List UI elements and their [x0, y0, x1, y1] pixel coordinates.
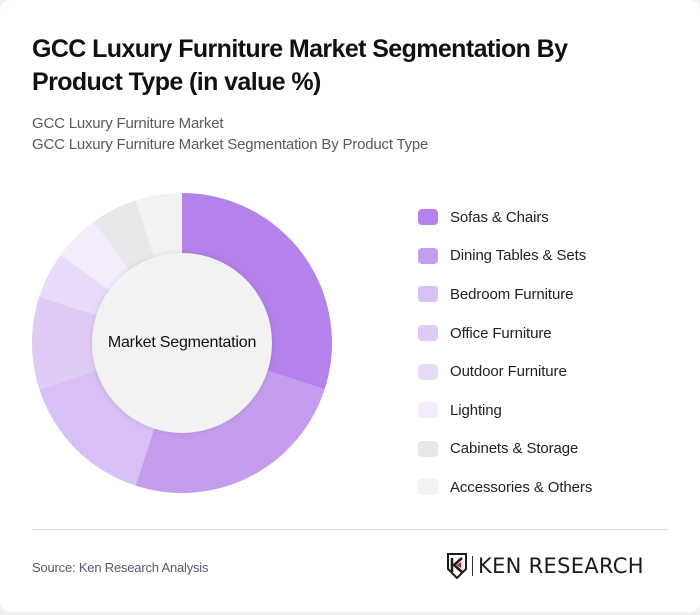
footer-divider [32, 529, 668, 530]
legend-label: Cabinets & Storage [450, 440, 579, 458]
chart-legend: Sofas & Chairs Dining Tables & Sets Bedr… [418, 198, 592, 507]
donut-slice[interactable] [135, 370, 325, 493]
chart-subtitle: GCC Luxury Furniture Market GCC Luxury F… [32, 113, 428, 155]
donut-slice[interactable] [39, 370, 155, 486]
legend-label: Accessories & Others [450, 478, 593, 496]
donut-center [92, 253, 272, 433]
donut-slice[interactable] [135, 193, 182, 260]
donut-slice[interactable] [60, 221, 131, 292]
legend-swatch [418, 363, 438, 380]
legend-item[interactable]: Bedroom Furniture [418, 275, 592, 314]
source-note: Source: Ken Research Analysis [32, 560, 209, 575]
legend-label: Outdoor Furniture [450, 363, 567, 381]
logo-text: KEN RESEARCH [478, 554, 644, 578]
legend-label: Bedroom Furniture [450, 285, 574, 303]
legend-item[interactable]: Outdoor Furniture [418, 352, 592, 391]
legend-swatch [418, 286, 438, 303]
donut-slice[interactable] [39, 254, 111, 316]
donut-chart [32, 193, 332, 493]
ken-research-logo: KEN RESEARCH [446, 552, 644, 580]
legend-item[interactable]: Dining Tables & Sets [418, 237, 592, 276]
legend-swatch [418, 209, 438, 226]
donut-slice[interactable] [32, 296, 99, 390]
donut-slice[interactable] [93, 200, 155, 272]
legend-swatch [418, 402, 438, 419]
legend-swatch [418, 479, 438, 496]
logo-separator [472, 556, 473, 576]
subtitle-market: GCC Luxury Furniture Market [32, 115, 224, 132]
legend-label: Sofas & Chairs [450, 208, 549, 226]
legend-label: Office Furniture [450, 324, 552, 342]
ken-shield-icon [447, 553, 467, 579]
donut-slices [32, 193, 332, 493]
legend-label: Dining Tables & Sets [450, 247, 587, 265]
legend-swatch [418, 440, 438, 457]
legend-item[interactable]: Office Furniture [418, 314, 592, 353]
legend-label: Lighting [450, 401, 502, 419]
legend-item[interactable]: Lighting [418, 391, 592, 430]
legend-item[interactable]: Cabinets & Storage [418, 430, 592, 469]
subtitle-segmentation: GCC Luxury Furniture Market Segmentation… [32, 136, 429, 153]
legend-item[interactable]: Sofas & Chairs [418, 198, 592, 237]
donut-slice[interactable] [182, 193, 332, 390]
legend-swatch [418, 247, 438, 264]
chart-title: GCC Luxury Furniture Market Segmentation… [32, 35, 568, 96]
legend-swatch [418, 325, 438, 342]
legend-item[interactable]: Accessories & Others [418, 468, 592, 507]
